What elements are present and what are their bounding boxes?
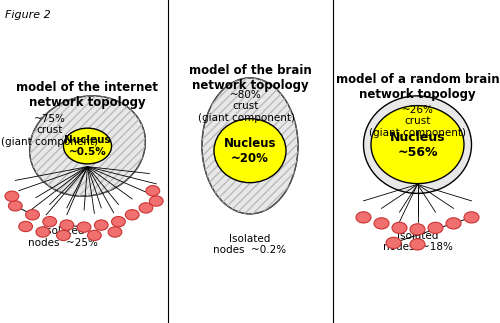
Ellipse shape [94,220,108,230]
Ellipse shape [139,203,153,213]
Text: Nucleus
~20%: Nucleus ~20% [224,137,276,165]
Text: Isolated
nodes  ~25%: Isolated nodes ~25% [28,226,98,248]
Ellipse shape [56,230,70,241]
Ellipse shape [214,119,286,183]
Ellipse shape [150,196,163,206]
Ellipse shape [410,224,425,235]
Text: ~26%
crust
(giant component): ~26% crust (giant component) [369,105,466,138]
Ellipse shape [356,212,371,223]
Ellipse shape [60,220,74,230]
Text: Isolated
nodes  ~18%: Isolated nodes ~18% [382,231,452,253]
Ellipse shape [464,212,479,223]
Text: Nucleus
~0.5%: Nucleus ~0.5% [64,135,111,157]
Ellipse shape [126,210,139,220]
Ellipse shape [36,227,50,237]
Ellipse shape [30,96,146,196]
Ellipse shape [43,216,57,227]
Ellipse shape [8,201,22,211]
Ellipse shape [19,221,32,232]
Ellipse shape [146,185,160,196]
Text: ~80%
crust
(giant component): ~80% crust (giant component) [198,90,294,123]
Ellipse shape [446,218,461,229]
Text: model of a random brain
network topology: model of a random brain network topology [336,73,500,101]
Ellipse shape [77,222,91,232]
Ellipse shape [428,222,443,234]
Text: ~75%
crust
(giant component): ~75% crust (giant component) [1,114,98,147]
Ellipse shape [386,237,401,248]
Text: model of the brain
network topology: model of the brain network topology [188,64,312,92]
Ellipse shape [410,239,425,250]
Ellipse shape [371,106,464,183]
Ellipse shape [202,78,298,214]
Ellipse shape [374,218,389,229]
Ellipse shape [64,128,112,164]
Ellipse shape [112,216,126,227]
Ellipse shape [392,222,407,234]
Ellipse shape [108,227,122,237]
Text: Isolated
nodes  ~0.2%: Isolated nodes ~0.2% [214,234,286,255]
Text: model of the internet
network topology: model of the internet network topology [16,81,159,109]
Ellipse shape [26,210,40,220]
Ellipse shape [364,96,472,193]
Ellipse shape [5,191,19,201]
Ellipse shape [88,230,101,241]
Text: Nucleus
~56%: Nucleus ~56% [390,130,446,159]
Text: Figure 2: Figure 2 [5,10,51,20]
